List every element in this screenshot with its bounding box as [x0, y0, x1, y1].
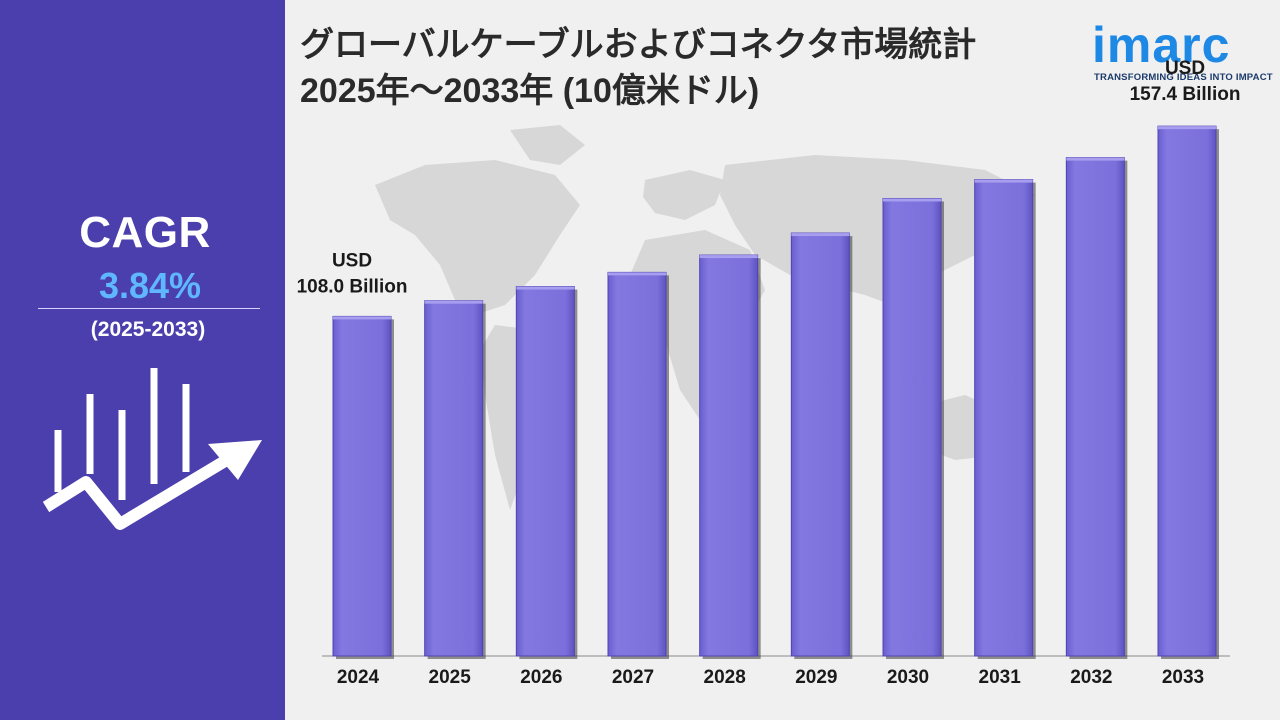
chart-title-line1: グローバルケーブルおよびコネクタ市場統計: [300, 26, 977, 64]
bar-2025: [424, 300, 484, 657]
logo-tagline: TRANSFORMING IDEAS INTO IMPACT: [1094, 72, 1273, 83]
x-tick-label: 2028: [704, 667, 746, 688]
chart-title: グローバルケーブルおよびコネクタ市場統計 2025年～2033年 (10億米ドル…: [300, 22, 1080, 114]
x-tick-label: 2030: [887, 667, 929, 688]
bar-2026: [515, 286, 575, 657]
growth-chart-icon: [42, 368, 262, 530]
x-tick-label: 2027: [612, 667, 654, 688]
chart-title-line2: 2025年～2033年 (10億米ドル): [300, 72, 760, 110]
bar-top-highlight: [608, 272, 666, 276]
logo-wordmark: imarc: [1092, 17, 1231, 73]
data-label-last: 157.4 Billion: [1130, 84, 1241, 105]
data-label-first: 108.0 Billion: [297, 276, 408, 297]
bar-2031: [974, 179, 1034, 657]
data-label-first: USD: [332, 250, 372, 271]
data-label-last: USD: [1165, 58, 1205, 79]
x-tick-label: 2033: [1162, 667, 1204, 688]
bar-top-highlight: [424, 300, 483, 304]
cagr-period: (2025-2033): [90, 318, 206, 341]
x-tick-label: 2032: [1070, 667, 1112, 688]
bar-top-highlight: [974, 179, 1033, 183]
bar-2033: [1157, 125, 1217, 657]
bar-top-highlight: [333, 316, 391, 320]
bar-top-highlight: [699, 255, 758, 259]
cagr-value: 3.84%: [98, 265, 202, 306]
bar-2032: [1065, 157, 1125, 657]
bar-2027: [607, 271, 667, 657]
bar-top-highlight: [883, 198, 941, 202]
imarc-logo: imarc TRANSFORMING IDEAS INTO IMPACT: [1090, 10, 1273, 90]
bar-top-highlight: [1158, 126, 1216, 130]
bar-2029: [790, 232, 850, 657]
bar-top-highlight: [516, 286, 575, 290]
bar-top-highlight: [791, 233, 850, 237]
bar-2028: [699, 254, 759, 657]
x-tick-label: 2026: [520, 667, 562, 688]
bar-2030: [882, 197, 942, 657]
cagr-divider: [38, 308, 260, 309]
x-tick-label: 2031: [979, 667, 1022, 688]
x-tick-label: 2024: [337, 667, 380, 688]
sidebar-panel: CAGR 3.84% (2025-2033): [0, 0, 285, 720]
bar-2024: [332, 315, 392, 657]
bar-top-highlight: [1066, 157, 1125, 161]
cagr-label: CAGR: [79, 208, 211, 257]
x-tick-label: 2025: [429, 667, 472, 688]
x-tick-label: 2029: [795, 667, 837, 688]
